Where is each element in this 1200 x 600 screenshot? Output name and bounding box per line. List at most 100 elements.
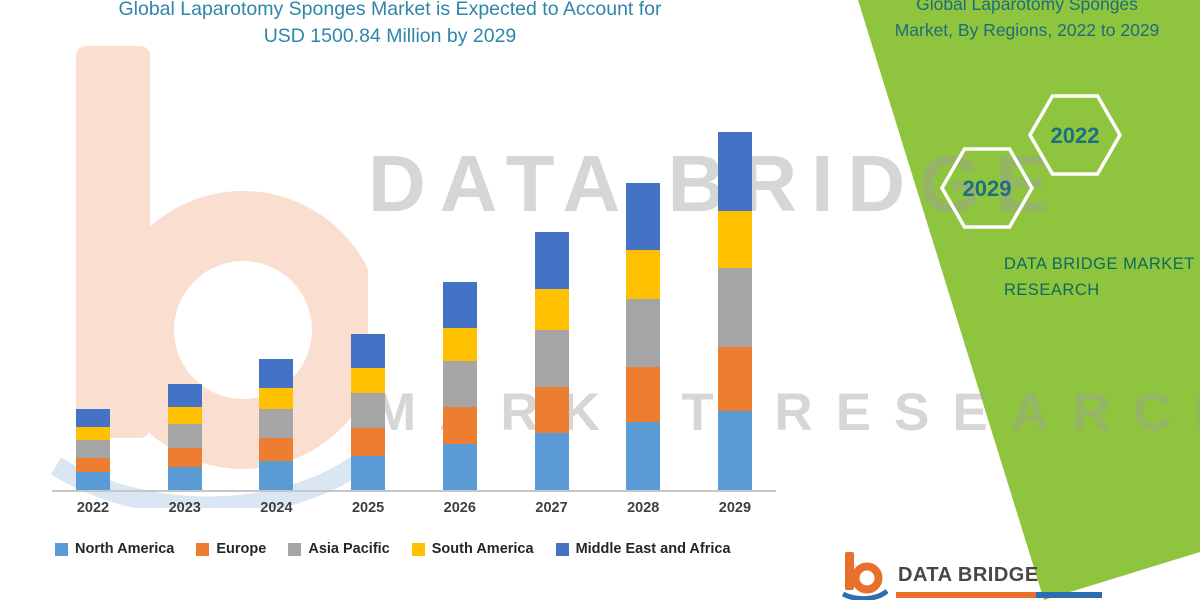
bar-segment xyxy=(76,426,110,440)
panel-title: Global Laparotomy Sponges Market, By Reg… xyxy=(860,0,1194,44)
bar-segment xyxy=(76,408,110,427)
legend-item: Europe xyxy=(196,541,266,557)
plot-area xyxy=(52,66,776,492)
bar-segment xyxy=(167,383,202,408)
year-hexagons: 2029 2022 xyxy=(939,94,1123,229)
legend-swatch xyxy=(196,542,210,556)
bar-segment xyxy=(351,368,386,394)
legend-item: Asia Pacific xyxy=(288,541,390,557)
bar-column xyxy=(56,66,130,490)
footer-logo-text: DATA BRIDGE xyxy=(898,563,1039,586)
x-axis-label: 2028 xyxy=(627,500,660,516)
bar-segment xyxy=(167,466,202,490)
bar-segment xyxy=(167,424,202,448)
x-axis-label: 2024 xyxy=(260,500,293,516)
bar-column xyxy=(423,66,497,490)
bar-segment xyxy=(259,461,294,490)
brand-text: DATA BRIDGE MARKET RESEARCH xyxy=(1004,252,1195,303)
x-axis-label: 2022 xyxy=(76,500,110,516)
chart-title-line1: Global Laparotomy Sponges Market is Expe… xyxy=(118,0,662,20)
x-axis: 2022 2023 2024 2025 2026 2027 2028 2029 xyxy=(52,500,776,516)
bar-segment xyxy=(167,447,202,467)
bar-segment xyxy=(534,386,569,434)
x-axis-label: 2029 xyxy=(718,500,752,516)
bar-segment xyxy=(534,330,569,387)
stacked-bar-2025 xyxy=(351,334,386,490)
bar-segment xyxy=(351,455,386,490)
footer-rule-orange xyxy=(896,592,1036,598)
chart-title: Global Laparotomy Sponges Market is Expe… xyxy=(66,0,714,51)
legend-label: North America xyxy=(75,541,175,557)
hexagon-2029-label: 2029 xyxy=(963,176,1012,201)
x-axis-label: 2025 xyxy=(351,500,385,516)
bar-segment xyxy=(259,437,294,462)
hexagon-2022-label: 2022 xyxy=(1051,123,1100,148)
bar-segment xyxy=(442,444,477,490)
legend-label: Asia Pacific xyxy=(308,541,390,557)
bar-segment xyxy=(534,232,569,289)
stacked-bar-2026 xyxy=(442,282,477,490)
bar-column xyxy=(698,66,772,490)
legend-swatch xyxy=(555,542,569,556)
bar-segment xyxy=(717,132,752,212)
bar-segment xyxy=(442,328,477,362)
bar-segment xyxy=(626,422,661,490)
bar-segment xyxy=(442,282,477,329)
panel-title-line1: Global Laparotomy Sponges xyxy=(916,0,1138,14)
x-axis-label: 2026 xyxy=(443,500,476,516)
bar-segment xyxy=(351,393,386,428)
bar-column xyxy=(606,66,680,490)
bar-segment xyxy=(534,433,569,490)
bar-segment xyxy=(717,346,752,412)
bar-column xyxy=(515,66,589,490)
bar-column xyxy=(148,66,222,490)
legend-label: Middle East and Africa xyxy=(575,541,731,557)
bar-segment xyxy=(259,408,294,438)
hexagon-2029 xyxy=(939,147,1035,229)
footer-logo: DATA BRIDGE xyxy=(842,550,1039,600)
stacked-bar-2028 xyxy=(626,182,661,490)
bar-column xyxy=(331,66,405,490)
hexagon-2022 xyxy=(1027,94,1123,176)
bar-segment xyxy=(351,427,386,456)
bar-segment xyxy=(442,407,477,445)
legend-label: South America xyxy=(431,541,534,557)
legend-swatch xyxy=(55,542,68,556)
panel-title-line2: Market, By Regions, 2022 to 2029 xyxy=(894,20,1160,41)
brand-text-line1: DATA BRIDGE MARKET xyxy=(1004,255,1195,273)
legend-swatch xyxy=(288,542,302,556)
bar-segment xyxy=(259,358,294,388)
bar-segment xyxy=(442,361,477,408)
bar-segment xyxy=(76,472,110,490)
stacked-bar-2024 xyxy=(259,358,294,490)
bar-segment xyxy=(351,334,386,369)
chart-legend: North America Europe Asia Pacific South Ame… xyxy=(55,541,731,557)
x-axis-label: 2023 xyxy=(168,500,201,516)
bar-segment xyxy=(626,367,661,423)
legend-swatch xyxy=(411,542,425,556)
stacked-bar-2023 xyxy=(167,383,202,490)
bar-segment xyxy=(717,268,752,347)
legend-label: Europe xyxy=(216,541,267,557)
stacked-bar-2029 xyxy=(717,132,752,490)
stacked-bar-2022 xyxy=(76,408,110,490)
bar-segment xyxy=(717,411,752,490)
footer-logo-rule xyxy=(896,592,1102,598)
bar-segment xyxy=(76,457,110,473)
bar-segment xyxy=(534,288,569,331)
stacked-bar-2027 xyxy=(534,232,569,490)
legend-item: North America xyxy=(55,541,174,557)
legend-item: Middle East and Africa xyxy=(555,541,731,557)
footer-rule-blue xyxy=(1036,592,1102,598)
brand-text-line2: RESEARCH xyxy=(1004,280,1100,299)
chart-title-line2: USD 1500.84 Million by 2029 xyxy=(263,25,517,48)
data-bridge-b-logo-icon xyxy=(842,552,888,600)
bar-segment xyxy=(259,387,294,409)
legend-item: South America xyxy=(411,541,534,557)
bar-segment xyxy=(717,211,752,269)
bar-segment xyxy=(167,407,202,425)
bar-column xyxy=(239,66,313,490)
bar-segment xyxy=(76,439,110,458)
bar-segment xyxy=(626,299,661,368)
